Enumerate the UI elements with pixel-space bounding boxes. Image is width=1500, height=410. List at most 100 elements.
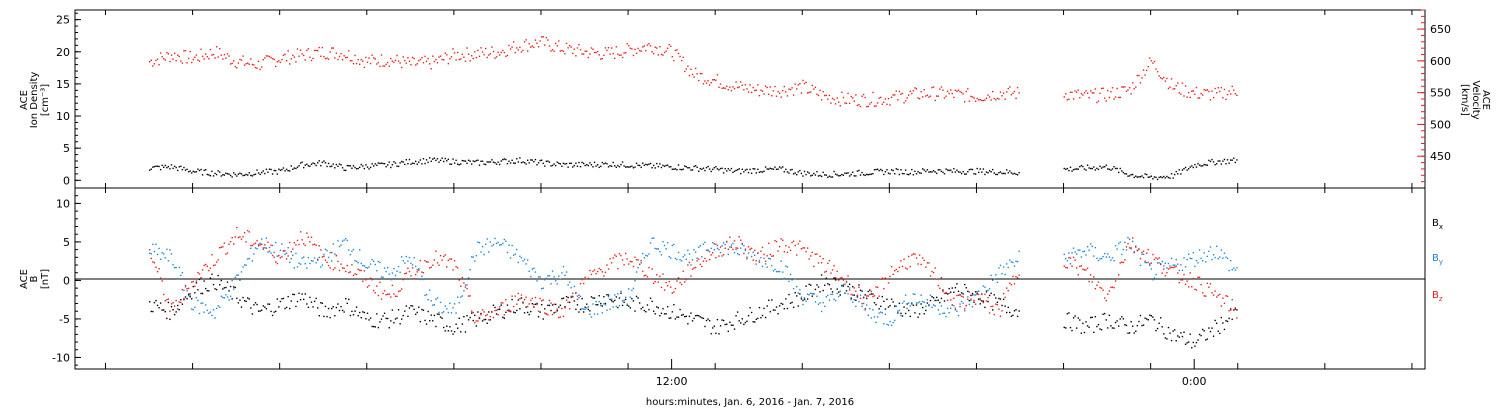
- density-point: [1181, 169, 1184, 171]
- by-point: [1161, 260, 1163, 263]
- bx-point: [450, 330, 453, 332]
- by-point: [545, 277, 548, 280]
- density-point: [453, 162, 456, 164]
- by-point: [391, 272, 394, 274]
- density-point: [292, 168, 294, 170]
- by-point: [1186, 258, 1188, 261]
- velocity-point: [830, 102, 832, 104]
- by-point: [1122, 248, 1125, 251]
- by-point: [388, 273, 390, 275]
- bz-point: [572, 292, 574, 294]
- by-point: [455, 312, 457, 314]
- bx-point: [1180, 332, 1182, 334]
- bz-point: [1138, 248, 1140, 251]
- density-tick-label: 0: [63, 174, 70, 187]
- bx-point: [778, 305, 781, 307]
- by-point: [635, 271, 638, 273]
- by-point: [668, 256, 670, 258]
- bz-point: [607, 268, 610, 270]
- velocity-point: [632, 54, 635, 57]
- velocity-point: [1128, 86, 1131, 89]
- velocity-point: [405, 62, 408, 64]
- density-point: [547, 160, 549, 162]
- density-point: [582, 162, 585, 165]
- bx-point: [967, 290, 969, 293]
- bz-point: [1191, 286, 1193, 288]
- density-point: [830, 176, 832, 178]
- bz-point: [741, 242, 744, 245]
- bx-point: [1138, 320, 1140, 323]
- bx-point: [393, 322, 395, 324]
- bz-point: [208, 269, 210, 272]
- bx-point: [503, 317, 506, 319]
- bz-point: [186, 288, 188, 290]
- velocity-point: [974, 100, 977, 102]
- bx-point: [670, 317, 672, 319]
- bx-point: [634, 310, 636, 312]
- bx-point: [1223, 328, 1226, 331]
- bx-point: [335, 306, 338, 309]
- by-point: [867, 314, 869, 317]
- density-point: [1131, 173, 1134, 176]
- bx-point: [293, 293, 296, 296]
- by-point: [858, 300, 860, 303]
- bx-point: [337, 303, 339, 305]
- bx-point: [1170, 339, 1173, 342]
- bx-point: [435, 325, 437, 328]
- bx-point: [164, 310, 166, 313]
- bz-point: [691, 268, 694, 270]
- by-point: [290, 258, 292, 260]
- by-point: [377, 260, 380, 263]
- bx-point: [494, 306, 496, 309]
- by-point: [881, 312, 883, 314]
- velocity-point: [590, 47, 593, 49]
- by-point: [894, 319, 896, 322]
- velocity-point: [642, 46, 644, 48]
- bx-point: [1125, 324, 1128, 327]
- velocity-point: [1080, 92, 1083, 95]
- bz-point: [768, 242, 770, 245]
- by-point: [996, 281, 999, 283]
- by-point: [637, 266, 639, 269]
- velocity-point: [586, 50, 588, 52]
- bz-point: [402, 278, 404, 281]
- by-point: [946, 307, 949, 310]
- bx-point: [303, 298, 305, 301]
- density-point: [172, 167, 174, 170]
- bz-point: [620, 254, 622, 257]
- velocity-point: [817, 94, 820, 97]
- bz-point: [550, 302, 552, 304]
- velocity-point: [962, 93, 964, 95]
- bz-point: [542, 299, 544, 301]
- bz-point: [988, 312, 991, 314]
- density-point: [551, 164, 554, 167]
- by-point: [752, 251, 754, 253]
- density-point: [205, 169, 207, 171]
- bx-point: [1096, 325, 1098, 328]
- velocity-tick-label: 500: [1430, 118, 1451, 131]
- bz-point: [909, 265, 911, 268]
- velocity-point: [481, 51, 484, 53]
- velocity-point: [838, 101, 840, 103]
- velocity-point: [492, 50, 495, 53]
- density-point: [304, 164, 306, 166]
- bz-point: [749, 248, 751, 250]
- by-point: [915, 302, 918, 304]
- bz-point: [245, 241, 247, 243]
- bz-point: [755, 260, 757, 262]
- density-point: [1065, 168, 1067, 171]
- bx-point: [892, 301, 894, 303]
- by-point: [296, 266, 299, 268]
- bz-point: [1100, 287, 1103, 289]
- bz-point: [214, 264, 216, 266]
- velocity-point: [979, 98, 981, 101]
- velocity-point: [738, 86, 740, 88]
- bz-point: [1170, 266, 1173, 269]
- bx-point: [1136, 324, 1139, 327]
- velocity-point: [931, 86, 933, 89]
- bx-point: [974, 291, 977, 293]
- bx-point: [341, 309, 344, 312]
- bz-point: [875, 286, 877, 288]
- density-point: [858, 169, 860, 172]
- bx-point: [1016, 315, 1019, 318]
